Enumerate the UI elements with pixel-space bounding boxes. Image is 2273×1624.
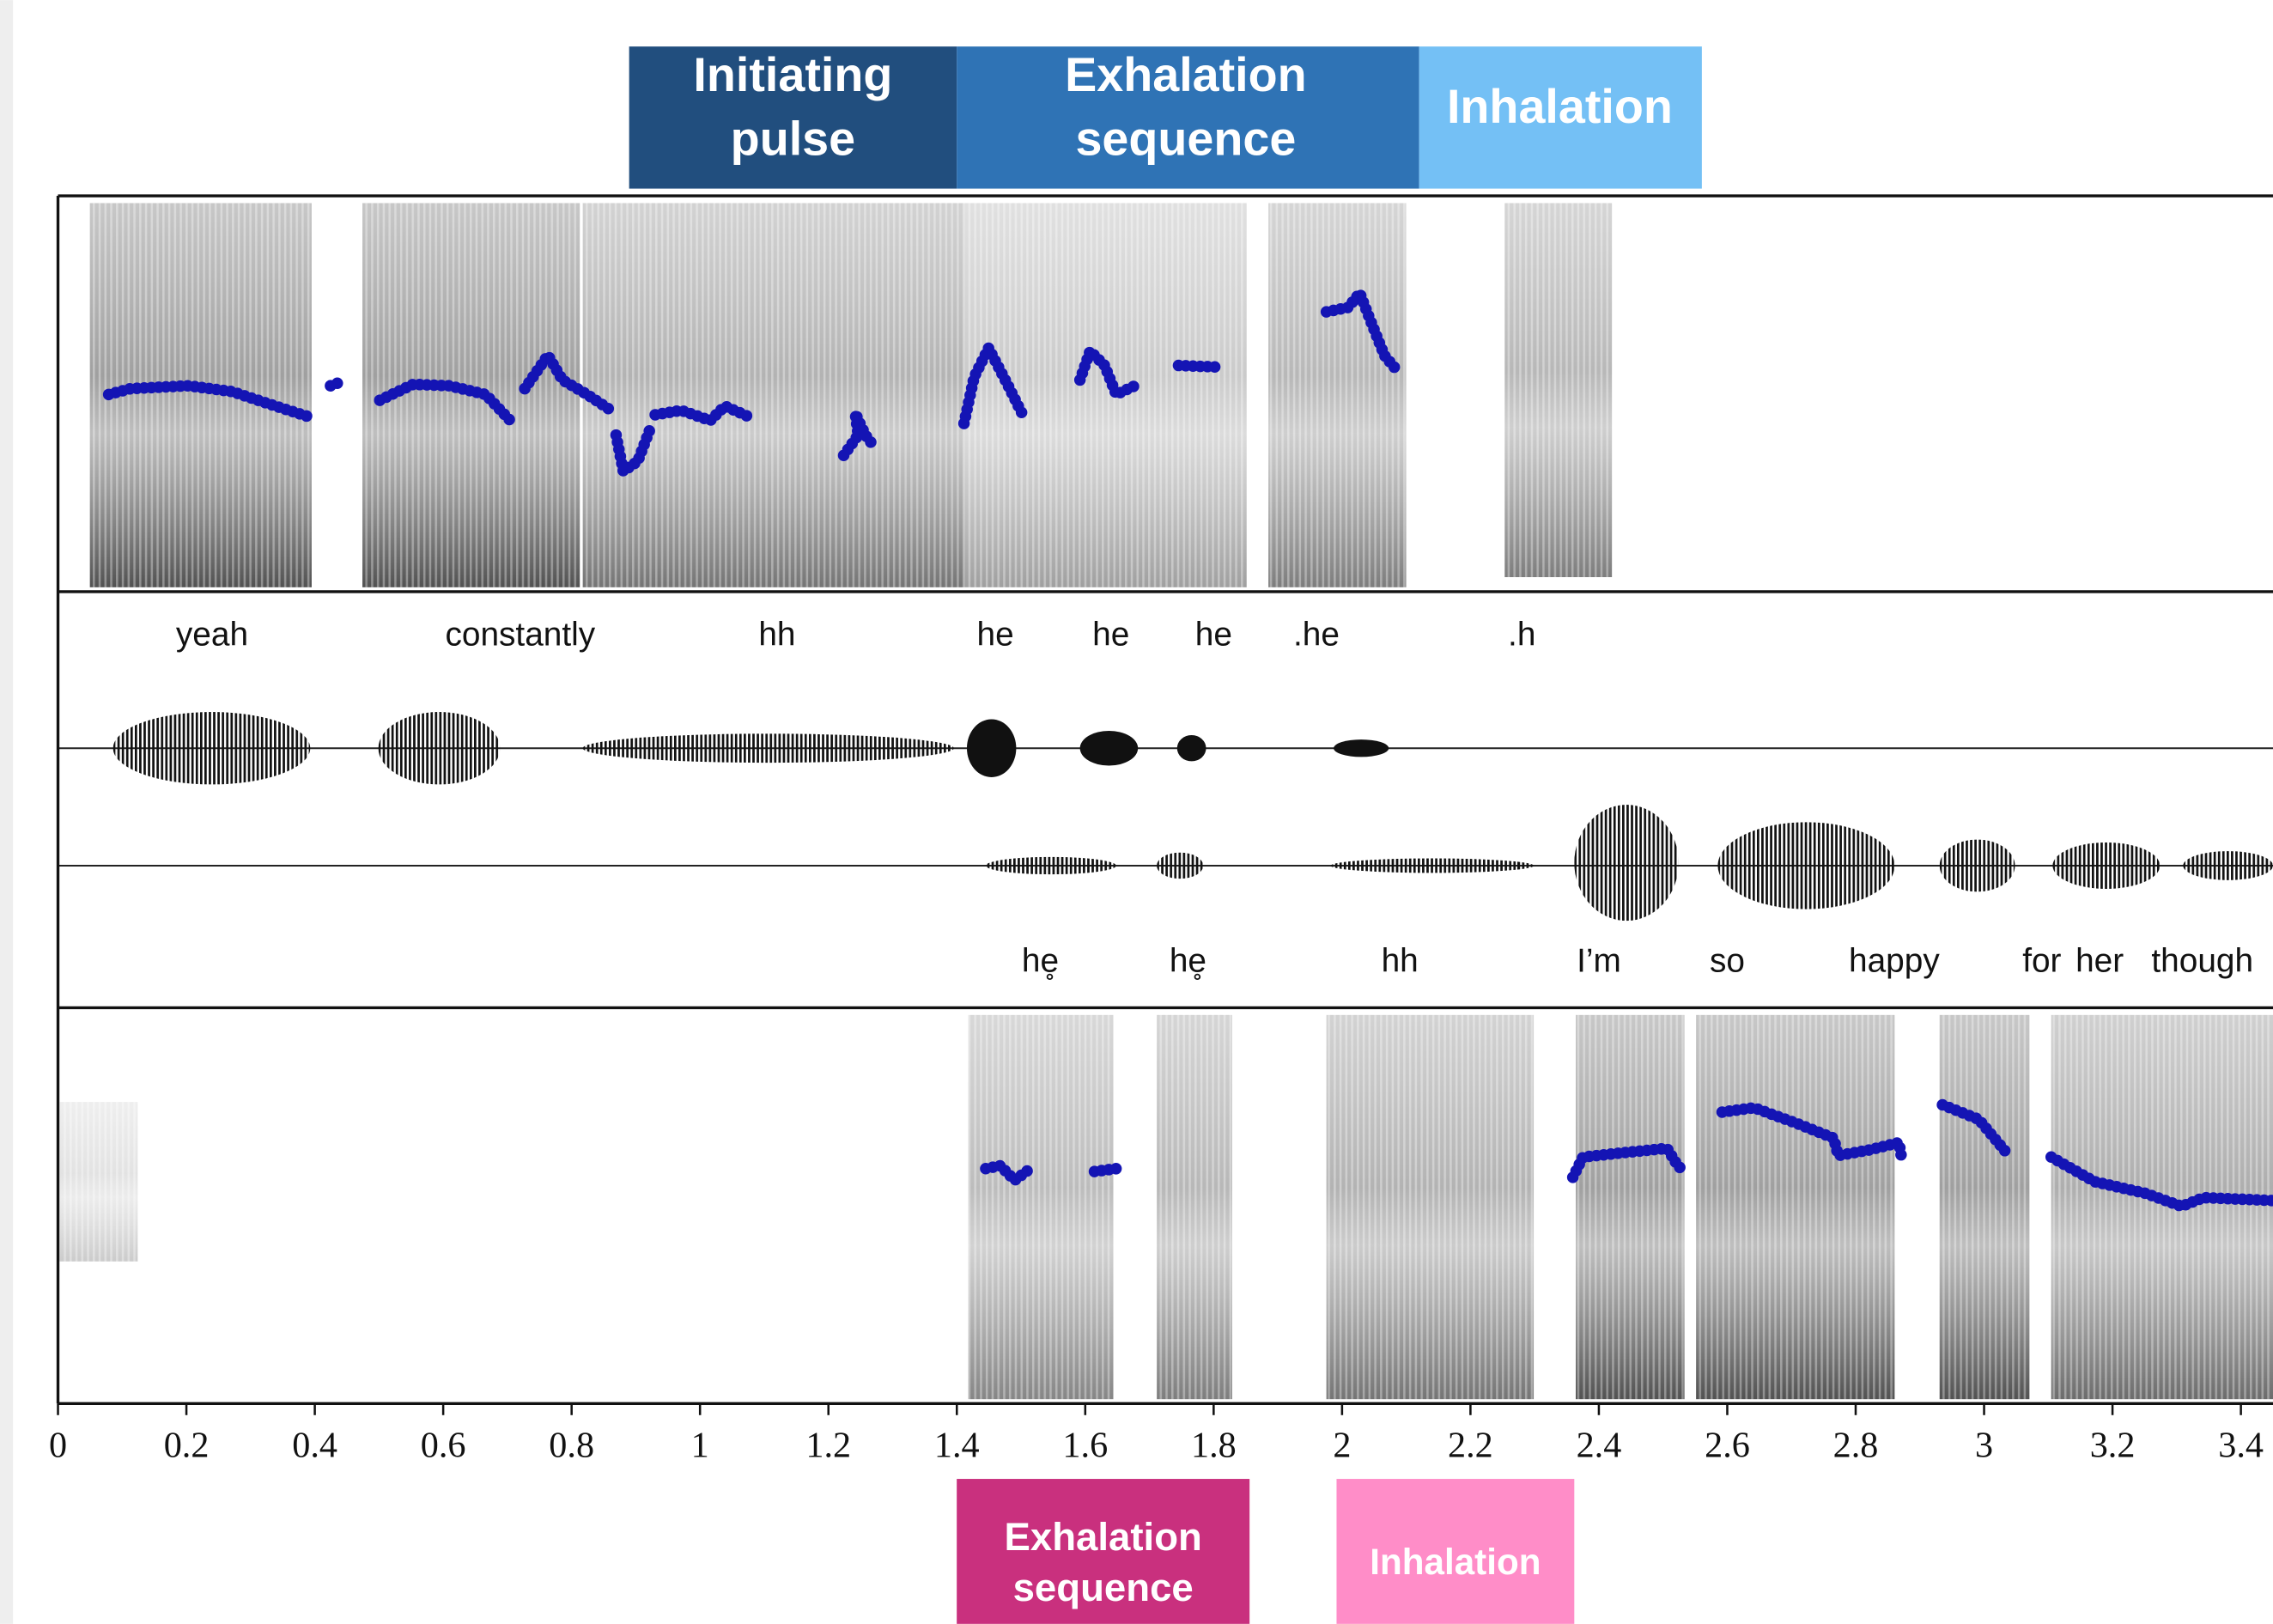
word-label: yeah — [176, 616, 248, 653]
pitch-track — [837, 407, 880, 461]
waveform-burst — [1717, 822, 1895, 909]
word-label: .he — [1293, 616, 1340, 653]
pitch-track — [325, 375, 349, 392]
pitch-track-a — [102, 287, 1405, 477]
x-tick-label: 1.6 — [1062, 1425, 1108, 1465]
waveform-burst — [582, 733, 954, 763]
phase-label: pulse — [731, 112, 855, 165]
phase-box — [957, 46, 1419, 189]
waveform-burst — [2183, 851, 2273, 880]
frame — [56, 194, 2273, 1405]
word-label: he̥ — [1170, 942, 1206, 980]
annotations: 0 0.2 0.4 0.6 0.8 1 1.2 1.4 1.6 1.8 2 2.2 2.4 2.6 2.8 3… — [49, 616, 2264, 1465]
word-label: happy — [1849, 942, 1940, 979]
phase-box — [1419, 46, 1702, 189]
waveform-burst — [2052, 842, 2161, 889]
phase-label: Initiating — [693, 48, 892, 101]
x-tick-label: 0 — [49, 1425, 67, 1465]
waveform-burst — [1330, 858, 1535, 873]
x-tick-label: 2 — [1333, 1425, 1351, 1465]
word-label: I’m — [1577, 942, 1621, 979]
waveform-burst — [1176, 735, 1206, 762]
waveform-burst — [1574, 805, 1679, 921]
pitch-track — [2045, 1151, 2273, 1213]
word-label: hh — [1382, 942, 1419, 979]
top-phases: Initiating pulse Exhalation sequence Inh… — [629, 46, 1702, 189]
pitch-track — [1716, 1102, 1908, 1166]
x-tick-label: 3.4 — [2218, 1425, 2264, 1465]
waveform-burst — [1334, 739, 1389, 757]
waveform-burst — [1157, 852, 1204, 879]
word-label: he — [1092, 616, 1129, 653]
waveform-burst — [985, 856, 1116, 875]
word-label: he̥ — [1022, 942, 1059, 980]
x-tick-label: 2.4 — [1577, 1425, 1622, 1465]
word-label: hh — [758, 616, 795, 653]
phase-label: sequence — [1013, 1566, 1194, 1609]
x-tick-label: 1 — [691, 1425, 709, 1465]
pitch-track — [519, 349, 615, 415]
pitch-track — [102, 380, 318, 424]
pitch-track — [1566, 1142, 1693, 1183]
word-label: for — [2022, 942, 2061, 979]
waveform-burst — [966, 719, 1017, 777]
phase-label: sequence — [1075, 112, 1296, 165]
x-tick-label: 2.2 — [1448, 1425, 1493, 1465]
pitch-track — [957, 342, 1028, 429]
x-tick-label: 0.6 — [421, 1425, 466, 1465]
x-tick-label: 0.2 — [164, 1425, 210, 1465]
x-tick-label: 1.8 — [1191, 1425, 1237, 1465]
word-label: he — [977, 616, 1014, 653]
word-label: though — [2151, 942, 2253, 979]
spectrogram-texture — [58, 196, 2273, 592]
waveform-burst — [1939, 839, 2015, 892]
x-tick-label: 3.2 — [2090, 1425, 2136, 1465]
x-tick-label: 1.4 — [934, 1425, 980, 1465]
waveform-a — [58, 712, 2273, 785]
pitch-track — [610, 424, 656, 477]
x-tick-label: 1.2 — [805, 1425, 851, 1465]
spectrogram-b — [58, 1007, 2273, 1404]
pitch-track — [1172, 359, 1221, 373]
word-label: constantly — [445, 616, 595, 653]
x-tick-label: 3 — [1975, 1425, 1993, 1465]
pitch-track — [980, 1159, 1038, 1187]
pitch-track — [374, 378, 516, 427]
phase-label: Inhalation — [1370, 1542, 1541, 1582]
pitch-track — [649, 400, 757, 427]
x-tick-label: 0.8 — [549, 1425, 594, 1465]
pitch-track — [1088, 1163, 1122, 1177]
x-tick-label: 0.4 — [292, 1425, 337, 1465]
x-tick-label: 2.6 — [1705, 1425, 1750, 1465]
waveform-b — [58, 805, 2273, 921]
waveform-burst — [378, 712, 501, 785]
pitch-track — [1073, 344, 1144, 401]
phase-box — [957, 1479, 1250, 1624]
phase-box — [1336, 1479, 1575, 1624]
phase-label: Inhalation — [1447, 80, 1673, 133]
side-strip — [0, 0, 14, 1624]
spectrogram-texture — [58, 1007, 2273, 1404]
phase-label: Exhalation — [1004, 1515, 1201, 1559]
phase-box — [629, 46, 957, 189]
x-tick-label: 2.8 — [1833, 1425, 1879, 1465]
word-label: so — [1710, 942, 1745, 979]
pitch-track-b — [980, 1098, 2273, 1213]
word-label: he — [1195, 616, 1232, 653]
bottom-phases: Exhalation sequence Inhalation — [957, 1479, 1575, 1624]
phase-label: Exhalation — [1065, 48, 1307, 101]
waveform-burst — [112, 712, 311, 785]
word-label: .h — [1508, 616, 1535, 653]
pitch-track — [1936, 1098, 2014, 1160]
waveform-burst — [1079, 730, 1139, 766]
word-label: her — [2075, 942, 2124, 979]
pitch-track — [1320, 287, 1405, 379]
